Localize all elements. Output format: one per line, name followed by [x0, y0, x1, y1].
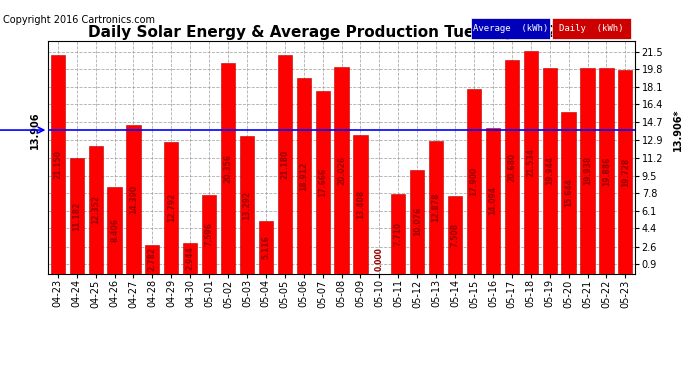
Text: 19.944: 19.944 [545, 156, 554, 185]
Bar [297, 78, 310, 274]
Bar [240, 136, 254, 274]
Bar [315, 91, 330, 274]
Text: 20.680: 20.680 [507, 152, 516, 182]
Bar [202, 195, 216, 274]
Text: 21.180: 21.180 [280, 150, 289, 179]
Text: 13.906: 13.906 [30, 111, 39, 149]
Text: 12.352: 12.352 [91, 195, 100, 224]
Text: 15.644: 15.644 [564, 178, 573, 207]
Text: 2.944: 2.944 [186, 247, 195, 270]
Text: 11.182: 11.182 [72, 201, 81, 231]
Bar [146, 245, 159, 274]
Bar [448, 196, 462, 274]
Bar [126, 125, 141, 274]
Text: 12.792: 12.792 [167, 193, 176, 222]
Text: 13.292: 13.292 [242, 190, 251, 220]
Bar [164, 142, 179, 274]
Bar [391, 194, 406, 274]
Text: 8.406: 8.406 [110, 218, 119, 242]
Text: 14.390: 14.390 [129, 185, 138, 214]
Text: 17.900: 17.900 [469, 166, 478, 196]
Bar [70, 158, 83, 274]
Bar [504, 60, 519, 274]
Text: 12.878: 12.878 [432, 192, 441, 222]
Text: 7.710: 7.710 [394, 222, 403, 246]
Text: 7.596: 7.596 [205, 223, 214, 246]
Bar [183, 243, 197, 274]
Text: 13.408: 13.408 [356, 190, 365, 219]
Text: 0.000: 0.000 [375, 247, 384, 271]
Bar [600, 68, 613, 274]
Text: Average  (kWh): Average (kWh) [473, 24, 548, 33]
Text: 7.508: 7.508 [451, 223, 460, 247]
Text: 19.938: 19.938 [583, 156, 592, 185]
Bar [259, 221, 273, 274]
Text: 10.076: 10.076 [413, 207, 422, 236]
Title: Daily Solar Energy & Average Production Tue May 24 20:22: Daily Solar Energy & Average Production … [88, 25, 595, 40]
Text: 19.886: 19.886 [602, 156, 611, 186]
Text: 17.666: 17.666 [318, 168, 327, 197]
Bar [524, 51, 538, 274]
Bar [486, 128, 500, 274]
Bar [88, 146, 103, 274]
Bar [429, 141, 443, 274]
Text: 19.728: 19.728 [621, 157, 630, 186]
Text: 5.116: 5.116 [262, 236, 270, 259]
Bar [410, 170, 424, 274]
Bar [618, 70, 633, 274]
Text: 14.094: 14.094 [489, 186, 497, 216]
Text: 21.534: 21.534 [526, 148, 535, 177]
Bar [467, 89, 481, 274]
FancyBboxPatch shape [471, 18, 550, 39]
Bar [335, 67, 348, 274]
Text: 18.912: 18.912 [299, 161, 308, 190]
Bar [108, 187, 121, 274]
Bar [562, 112, 575, 274]
Text: Copyright 2016 Cartronics.com: Copyright 2016 Cartronics.com [3, 15, 155, 25]
Text: 2.782: 2.782 [148, 248, 157, 272]
Bar [580, 68, 595, 274]
Bar [353, 135, 368, 274]
Bar [542, 68, 557, 274]
FancyBboxPatch shape [551, 18, 631, 39]
Text: 20.026: 20.026 [337, 156, 346, 185]
Text: Daily  (kWh): Daily (kWh) [559, 24, 623, 33]
Bar [221, 63, 235, 274]
Text: 21.150: 21.150 [53, 150, 62, 179]
Bar [277, 55, 292, 274]
Text: 13.906*: 13.906* [673, 109, 683, 151]
Bar [50, 55, 65, 274]
Text: 20.356: 20.356 [224, 154, 233, 183]
